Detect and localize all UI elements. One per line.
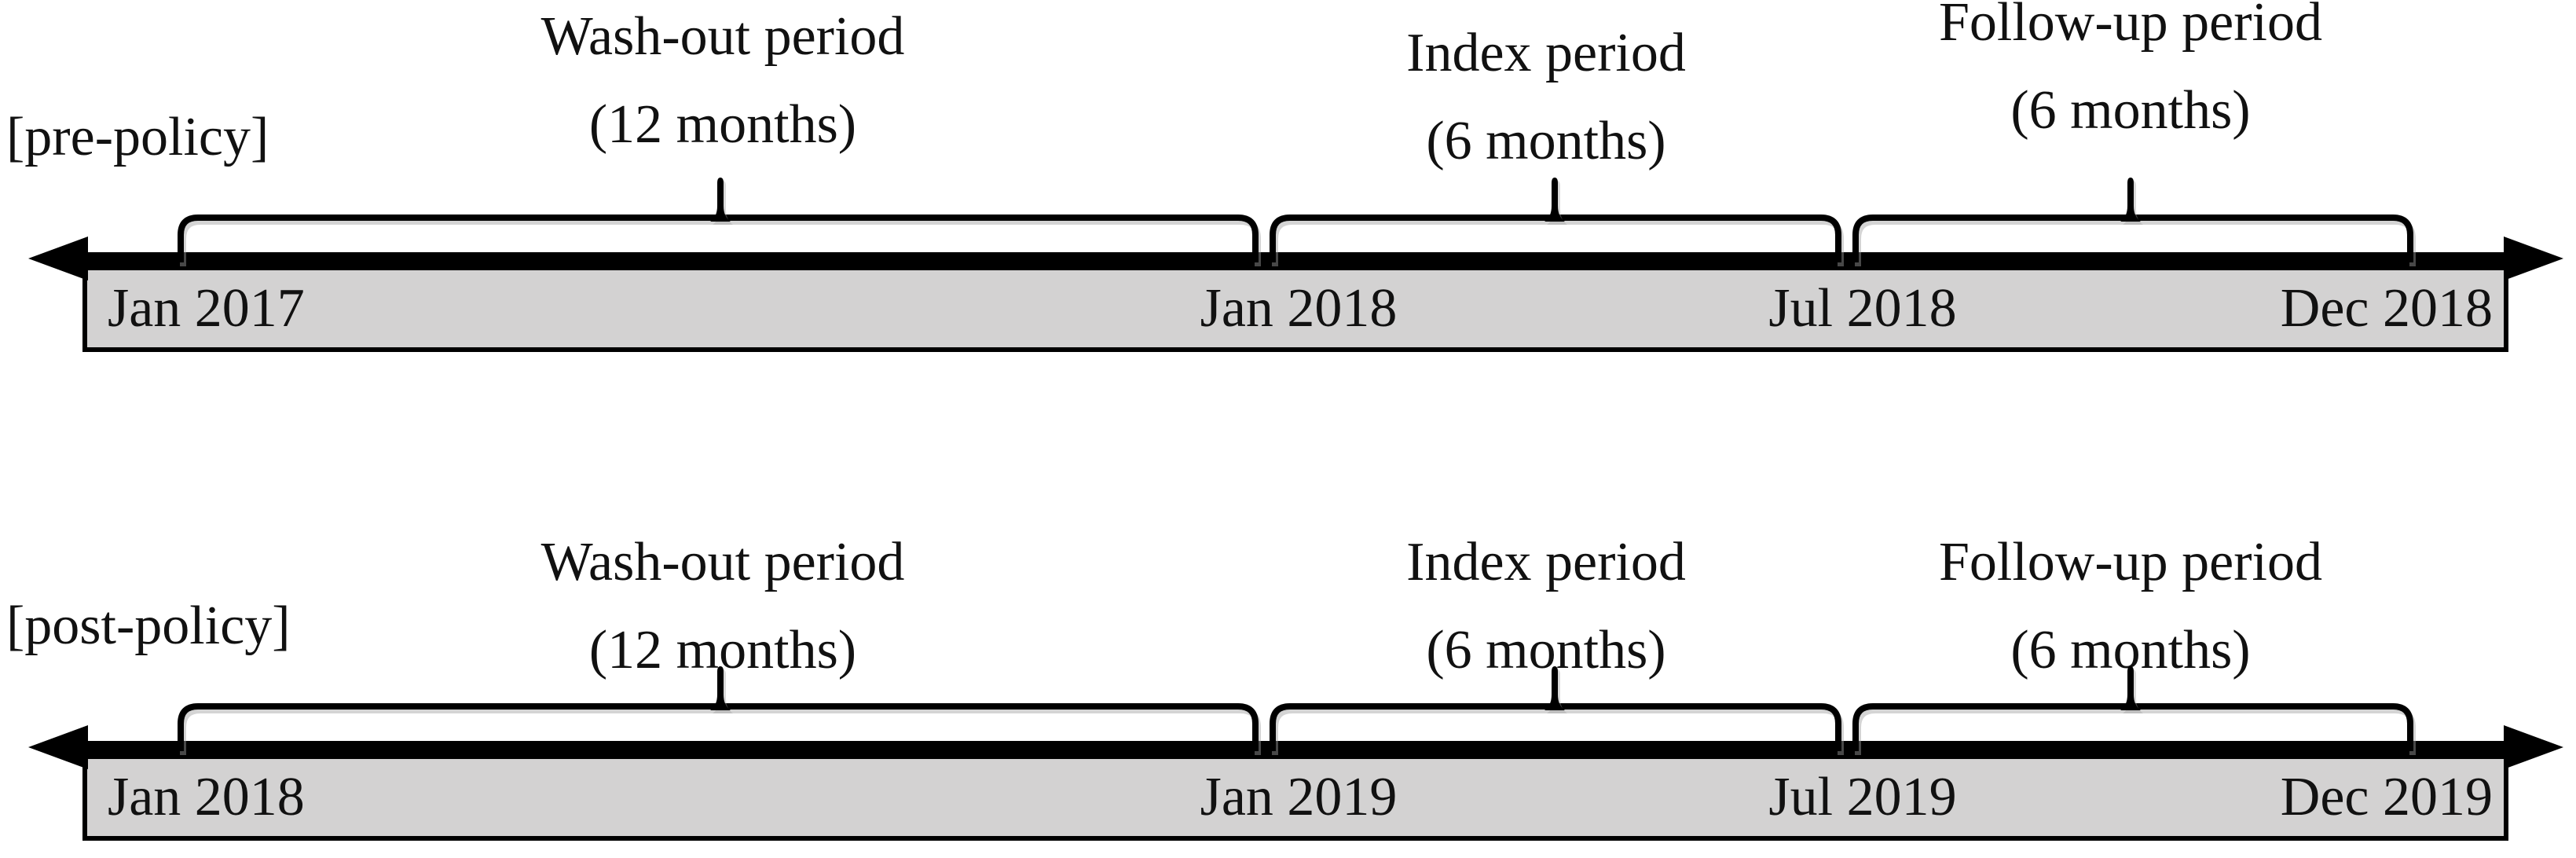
timeline-bar: Jan 2017 Jan 2018 Jul 2018 Dec 2018 <box>82 265 2508 352</box>
period-name: Index period <box>1406 23 1686 83</box>
period-duration: (12 months) <box>588 94 857 155</box>
timeline-bar: Jan 2018 Jan 2019 Jul 2019 Dec 2019 <box>82 754 2508 841</box>
right-arrowhead-icon <box>2504 725 2563 769</box>
period-label-followup: Follow-up period (6 months) <box>1777 519 2484 695</box>
washout-brace <box>178 703 1259 751</box>
period-name: Index period <box>1406 532 1686 592</box>
index-brace <box>1270 214 1841 262</box>
right-arrowhead-icon <box>2504 236 2563 280</box>
period-label-washout: Wash-out period (12 months) <box>369 519 1076 695</box>
period-name: Wash-out period <box>540 532 905 592</box>
date-label: Jan 2018 <box>1200 278 1398 339</box>
period-label-followup: Follow-up period (6 months) <box>1777 0 2484 155</box>
period-duration: (6 months) <box>2010 620 2251 680</box>
axis-line <box>55 741 2514 754</box>
date-label: Jul 2019 <box>1768 767 1957 827</box>
braces-pre <box>178 178 2413 262</box>
period-duration: (6 months) <box>1426 111 1666 171</box>
left-arrowhead-icon <box>28 725 88 769</box>
period-name: Follow-up period <box>1938 532 2323 592</box>
policy-label: [pre-policy] <box>6 107 269 167</box>
date-label: Dec 2019 <box>2280 767 2493 827</box>
followup-brace <box>1852 214 2413 262</box>
brace-stem <box>2120 178 2141 222</box>
policy-label: [post-policy] <box>6 596 291 656</box>
period-name: Wash-out period <box>540 6 905 67</box>
period-duration: (6 months) <box>2010 80 2251 141</box>
date-label: Jan 2019 <box>1200 767 1398 827</box>
period-label-index: Index period (6 months) <box>1193 519 1900 695</box>
period-duration: (12 months) <box>588 620 857 680</box>
date-label: Dec 2018 <box>2280 278 2493 339</box>
period-label-washout: Wash-out period (12 months) <box>369 0 1076 169</box>
left-arrowhead-icon <box>28 236 88 280</box>
followup-brace <box>1852 703 2413 751</box>
axis-line <box>55 252 2514 265</box>
date-label: Jan 2018 <box>108 767 305 827</box>
brace-stem <box>710 178 731 222</box>
date-label: Jan 2017 <box>108 278 305 339</box>
index-brace <box>1270 703 1841 751</box>
period-name: Follow-up period <box>1938 0 2323 53</box>
period-label-index: Index period (6 months) <box>1193 9 1900 185</box>
washout-brace <box>178 214 1259 262</box>
date-label: Jul 2018 <box>1768 278 1957 339</box>
